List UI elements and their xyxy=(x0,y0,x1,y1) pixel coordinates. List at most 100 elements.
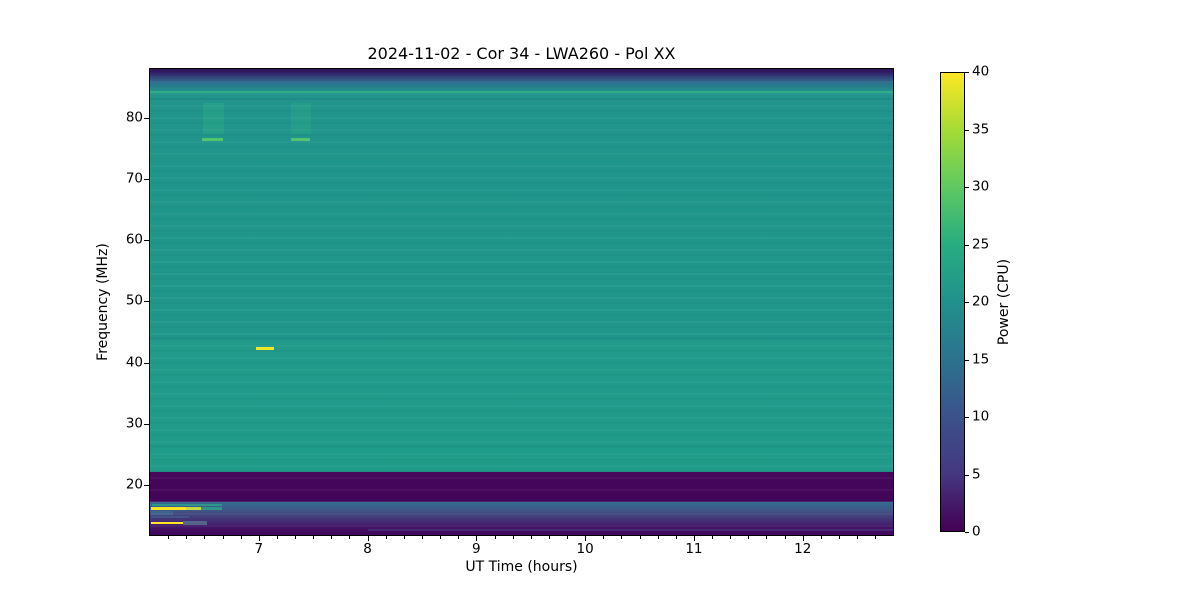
y-tick-label: 20 xyxy=(125,476,143,493)
x-minor-tick xyxy=(766,536,767,539)
x-major-tick xyxy=(694,536,695,541)
enhancement-column-1-line xyxy=(202,138,223,141)
x-minor-tick xyxy=(712,536,713,539)
y-tick-label: 30 xyxy=(125,414,143,431)
rfi-yellow-16.1mhz-fade xyxy=(185,507,202,510)
y-major-tick xyxy=(144,118,149,119)
x-major-tick xyxy=(368,536,369,541)
colorbar-tick xyxy=(965,72,969,73)
heatmap-stripe xyxy=(150,313,893,316)
heatmap-stripe xyxy=(150,157,893,160)
x-minor-tick xyxy=(513,536,514,539)
x-minor-tick xyxy=(603,536,604,539)
x-minor-tick xyxy=(640,536,641,539)
x-major-tick xyxy=(585,536,586,541)
colorbar-tick xyxy=(965,360,969,361)
x-minor-tick xyxy=(168,536,169,539)
colorbar-tick xyxy=(965,187,969,188)
x-major-tick xyxy=(476,536,477,541)
x-minor-tick xyxy=(676,536,677,539)
colorbar-tick-label: 30 xyxy=(972,178,990,195)
heatmap-stripe xyxy=(150,97,893,100)
rfi-teal-16.7mhz xyxy=(152,503,222,506)
x-tick-label: 9 xyxy=(472,541,481,557)
plot-area xyxy=(150,69,893,535)
x-tick-label: 10 xyxy=(576,541,594,557)
y-axis-label: Frequency (MHz) xyxy=(95,243,111,361)
colorbar-tick xyxy=(965,245,969,246)
x-minor-tick xyxy=(458,536,459,539)
y-major-tick xyxy=(144,179,149,180)
x-tick-label: 11 xyxy=(685,541,703,557)
y-major-tick xyxy=(144,424,149,425)
x-minor-tick xyxy=(440,536,441,539)
rfi-yellow-13.8mhz xyxy=(151,521,183,525)
x-minor-tick xyxy=(422,536,423,539)
x-minor-tick xyxy=(331,536,332,539)
x-minor-tick xyxy=(313,536,314,539)
y-tick-label: 40 xyxy=(125,353,143,370)
x-minor-tick xyxy=(404,536,405,539)
x-minor-tick xyxy=(839,536,840,539)
y-major-tick xyxy=(144,240,149,241)
colorbar-tick-label: 40 xyxy=(972,63,990,80)
x-minor-tick xyxy=(658,536,659,539)
rfi-teal-16.1mhz-tail xyxy=(201,507,222,510)
colorbar xyxy=(940,72,965,532)
colorbar-tick xyxy=(965,417,969,418)
x-axis-label: UT Time (hours) xyxy=(465,559,578,575)
x-minor-tick xyxy=(241,536,242,539)
colorbar-tick-label: 20 xyxy=(972,293,990,310)
heatmap-stripe xyxy=(150,84,893,87)
rfi-grey-13.8mhz xyxy=(182,520,207,526)
x-minor-tick xyxy=(730,536,731,539)
plot-title: 2024-11-02 - Cor 34 - LWA260 - Pol XX xyxy=(367,44,676,63)
x-minor-tick xyxy=(186,536,187,539)
colorbar-label: Power (CPU) xyxy=(996,258,1012,346)
y-tick-label: 50 xyxy=(125,292,143,309)
colorbar-tick xyxy=(965,532,969,533)
x-minor-tick xyxy=(349,536,350,539)
x-minor-tick xyxy=(857,536,858,539)
heatmap-stripe xyxy=(150,456,893,459)
x-minor-tick xyxy=(785,536,786,539)
x-tick-label: 7 xyxy=(254,541,264,557)
x-minor-tick xyxy=(567,536,568,539)
x-minor-tick xyxy=(621,536,622,539)
y-tick-label: 70 xyxy=(125,170,143,187)
burst-42mhz xyxy=(255,347,274,350)
x-major-tick xyxy=(259,536,260,541)
rfi-blue-15.4mhz xyxy=(151,510,173,516)
x-minor-tick xyxy=(549,536,550,539)
x-major-tick xyxy=(803,536,804,541)
x-minor-tick xyxy=(386,536,387,539)
y-major-tick xyxy=(144,363,149,364)
rfi-yellow-16.1mhz xyxy=(151,507,186,510)
x-minor-tick xyxy=(495,536,496,539)
heatmap-stripe xyxy=(150,445,893,447)
colorbar-tick xyxy=(965,130,969,131)
colorbar-tick-label: 15 xyxy=(972,350,990,367)
x-minor-tick xyxy=(223,536,224,539)
x-tick-label: 12 xyxy=(794,541,812,557)
heatmap-stripe xyxy=(150,276,893,278)
heatmap-stripe xyxy=(150,105,893,107)
y-major-tick xyxy=(144,301,149,302)
colorbar-tick-label: 25 xyxy=(972,235,990,252)
x-minor-tick xyxy=(295,536,296,539)
x-minor-tick xyxy=(821,536,822,539)
colorbar-tick-label: 35 xyxy=(972,120,990,137)
y-tick-label: 80 xyxy=(125,109,143,126)
enhancement-column-2 xyxy=(291,103,311,135)
x-minor-tick xyxy=(875,536,876,539)
y-major-tick xyxy=(144,485,149,486)
y-tick-label: 60 xyxy=(125,231,143,248)
rfi-blue-14.8mhz xyxy=(151,515,190,518)
faint-stripe-12.6mhz xyxy=(367,529,893,532)
heatmap-canvas xyxy=(150,69,893,535)
heatmap-stripe xyxy=(150,213,893,216)
x-minor-tick xyxy=(531,536,532,539)
colorbar-tick xyxy=(965,302,969,303)
x-minor-tick xyxy=(277,536,278,539)
